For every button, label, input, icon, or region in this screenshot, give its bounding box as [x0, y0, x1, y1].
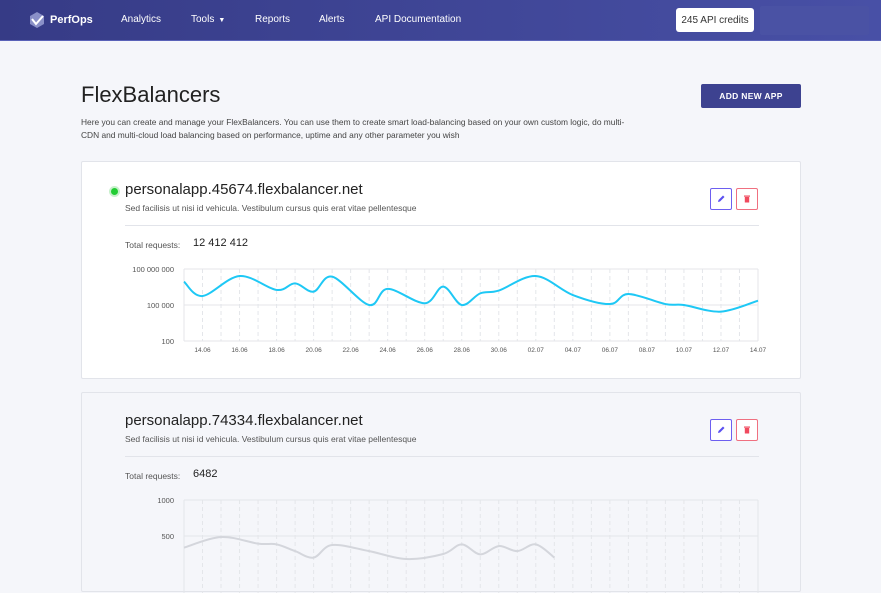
x-tick-label: 22.06: [343, 347, 360, 354]
x-tick-label: 18.06: [268, 347, 285, 354]
nav-tools[interactable]: Tools ▼: [191, 14, 225, 25]
x-tick-label: 04.07: [565, 347, 582, 354]
y-tick-label: 100 000 000: [132, 265, 174, 274]
x-tick-label: 02.07: [528, 347, 545, 354]
requests-chart: 100 000 000 100 000 100 14.06 16.06 18.06 20.0…: [82, 162, 802, 380]
x-tick-label: 14.06: [194, 347, 211, 354]
x-tick-label: 10.07: [676, 347, 693, 354]
nav-alerts[interactable]: Alerts: [319, 14, 345, 25]
brand-name: PerfOps: [50, 14, 93, 26]
perfops-logo-icon: [28, 11, 46, 29]
app-card: personalapp.74334.flexbalancer.net Sed f…: [81, 392, 801, 592]
nav-tools-label: Tools: [191, 14, 214, 25]
add-new-app-button[interactable]: ADD NEW APP: [701, 84, 801, 108]
page-intro: Here you can create and manage your Flex…: [81, 116, 641, 142]
api-credits-button[interactable]: 245 API credits: [676, 8, 754, 32]
top-navbar: PerfOps Analytics Tools▼ Reports Alerts …: [0, 0, 881, 41]
x-tick-label: 24.06: [380, 347, 397, 354]
y-tick-label: 100 000: [147, 301, 174, 310]
requests-chart: 1000 500: [82, 393, 802, 593]
y-tick-label: 500: [161, 532, 174, 541]
x-tick-label: 30.06: [491, 347, 508, 354]
x-tick-label: 06.07: [602, 347, 619, 354]
user-menu[interactable]: [760, 6, 869, 35]
nav-reports[interactable]: Reports: [255, 14, 290, 25]
caret-down-icon: ▼: [218, 17, 225, 24]
x-tick-label: 28.06: [454, 347, 471, 354]
x-tick-label: 12.07: [713, 347, 730, 354]
brand-logo[interactable]: PerfOps: [28, 11, 93, 29]
x-tick-label: 20.06: [305, 347, 322, 354]
y-tick-label: 1000: [157, 496, 174, 505]
nav-api-docs[interactable]: API Documentation: [375, 14, 461, 25]
series-line: [184, 276, 758, 312]
x-tick-label: 16.06: [231, 347, 248, 354]
x-tick-label: 14.07: [750, 347, 767, 354]
nav-analytics[interactable]: Analytics: [121, 14, 161, 25]
x-tick-label: 08.07: [639, 347, 656, 354]
app-card: personalapp.45674.flexbalancer.net Sed f…: [81, 161, 801, 379]
series-line: [184, 537, 554, 559]
x-tick-label: 26.06: [417, 347, 434, 354]
page-title: FlexBalancers: [81, 82, 220, 108]
y-tick-label: 100: [161, 337, 174, 346]
